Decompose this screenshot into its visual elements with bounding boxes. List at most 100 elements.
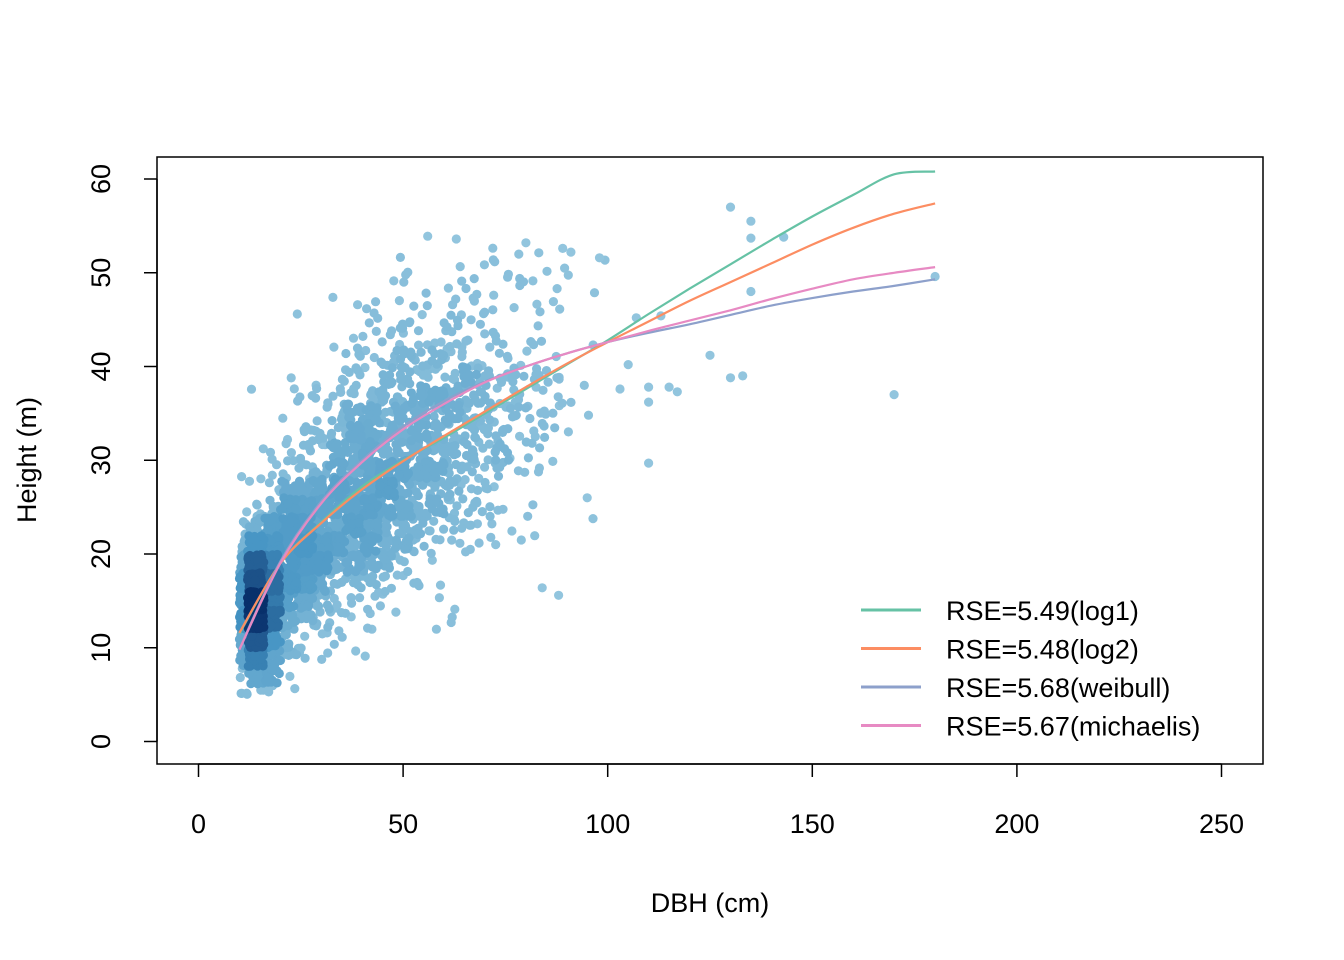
data-point: [461, 450, 472, 461]
y-axis: 0 10 20 30 40 50 60: [86, 164, 158, 749]
data-point: [521, 403, 531, 413]
data-point: [358, 331, 368, 341]
data-point: [530, 531, 540, 541]
data-point: [548, 456, 558, 466]
data-point: [288, 456, 298, 466]
data-point: [449, 525, 459, 535]
data-point: [367, 537, 378, 547]
data-point: [317, 474, 327, 484]
series-line-3: [238, 266, 936, 651]
data-point: [249, 534, 259, 545]
data-point: [322, 402, 332, 412]
data-point: [278, 413, 288, 423]
data-point: [536, 336, 547, 346]
data-point: [264, 517, 274, 528]
data-point: [327, 416, 337, 426]
data-point: [746, 286, 756, 297]
data-point: [521, 437, 531, 447]
data-point: [365, 441, 376, 451]
data-point: [563, 270, 573, 280]
data-point: [292, 309, 302, 319]
data-point: [435, 390, 445, 400]
data-point: [394, 470, 404, 480]
data-point: [725, 373, 736, 383]
data-point: [436, 337, 446, 347]
data-point: [416, 347, 426, 357]
data-point: [360, 362, 370, 373]
data-point: [354, 518, 364, 528]
data-point: [435, 580, 446, 590]
data-point: [434, 593, 444, 603]
data-point: [267, 470, 277, 480]
data-point: [312, 384, 322, 394]
data-point: [425, 526, 435, 536]
data-point: [387, 326, 397, 336]
data-point: [377, 337, 387, 347]
data-point: [672, 387, 682, 397]
data-point: [274, 606, 284, 617]
data-point: [439, 524, 449, 534]
data-point: [427, 356, 437, 366]
data-point: [452, 501, 462, 511]
data-point: [499, 424, 509, 435]
data-point: [436, 462, 446, 472]
data-point: [383, 485, 394, 495]
data-point: [433, 424, 443, 434]
data-point: [359, 541, 370, 551]
data-point: [313, 485, 323, 495]
data-point: [498, 504, 508, 514]
data-point: [368, 571, 378, 581]
data-point: [373, 313, 383, 323]
data-point: [247, 631, 257, 641]
data-point: [421, 288, 431, 298]
data-point: [290, 684, 300, 694]
data-point: [475, 319, 485, 329]
data-point: [324, 554, 334, 564]
x-tick-label: 200: [994, 809, 1039, 839]
data-point: [403, 535, 413, 545]
data-point: [427, 555, 437, 565]
data-point: [644, 397, 654, 407]
data-point: [454, 400, 464, 410]
data-point: [397, 410, 407, 420]
data-point: [539, 421, 549, 431]
legend-label-0: RSE=5.49(log1): [946, 596, 1139, 626]
data-point: [450, 516, 460, 526]
data-point: [589, 288, 600, 298]
data-point: [380, 571, 390, 581]
data-point: [412, 577, 422, 588]
data-point: [401, 270, 411, 280]
data-point: [328, 391, 338, 401]
data-point: [267, 607, 277, 617]
data-point: [293, 396, 303, 406]
data-point: [460, 372, 471, 382]
data-point: [455, 538, 465, 548]
data-point: [451, 234, 461, 244]
data-point: [393, 446, 403, 456]
data-point: [394, 296, 404, 306]
data-point: [417, 420, 427, 430]
data-point: [334, 492, 344, 502]
data-point: [309, 425, 319, 435]
data-point: [272, 550, 283, 560]
data-point: [476, 387, 487, 397]
data-point: [419, 541, 429, 551]
data-point: [356, 526, 366, 537]
x-axis: 0 50 100 150 200 250: [191, 763, 1244, 839]
data-point: [255, 540, 265, 550]
data-point: [445, 341, 455, 352]
data-point: [272, 460, 282, 470]
data-point: [484, 439, 494, 449]
data-point: [242, 507, 252, 517]
data-point: [364, 318, 374, 328]
data-point: [317, 654, 327, 665]
data-point: [537, 583, 547, 593]
data-point: [418, 480, 428, 490]
data-point: [283, 499, 293, 509]
data-point: [303, 601, 314, 612]
data-point: [429, 411, 439, 421]
data-point: [413, 462, 423, 472]
data-point: [323, 622, 333, 632]
data-point: [290, 481, 300, 491]
data-point: [525, 413, 535, 424]
